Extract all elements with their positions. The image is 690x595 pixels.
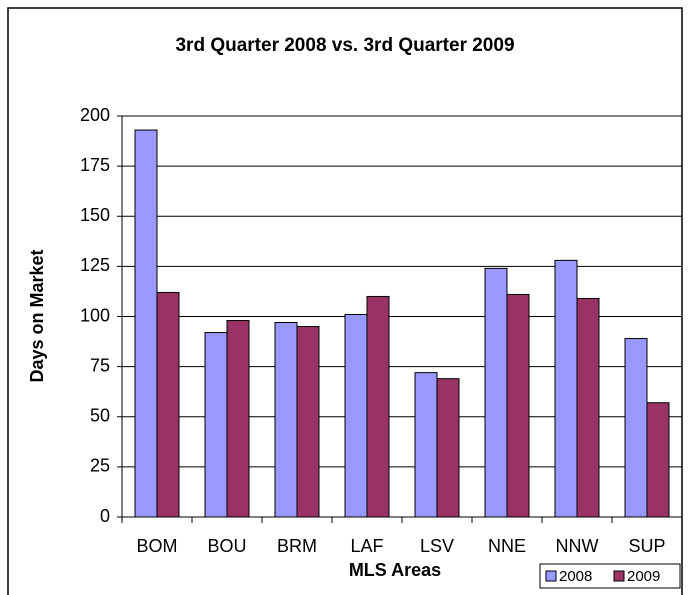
bar [296, 326, 320, 518]
bar [414, 372, 438, 518]
y-tick-label: 25 [90, 456, 110, 476]
bar [576, 297, 600, 518]
x-tick-label: BOM [136, 536, 177, 556]
legend-swatch [545, 570, 557, 582]
bar [134, 129, 158, 518]
bar [204, 332, 228, 518]
y-tick-label: 100 [80, 305, 110, 325]
bar [344, 313, 368, 518]
legend-box [539, 563, 681, 589]
y-tick-label: 200 [80, 105, 110, 125]
bar [436, 378, 460, 518]
bar [484, 267, 508, 518]
legend-swatch [613, 570, 625, 582]
x-tick-label: SUP [628, 536, 665, 556]
bar [506, 293, 530, 518]
bar [554, 259, 578, 518]
y-tick-label: 0 [100, 506, 110, 526]
bar [274, 322, 298, 518]
y-axis-title: Days on Market [27, 249, 47, 382]
chart-title: 3rd Quarter 2008 vs. 3rd Quarter 2009 [175, 35, 514, 56]
bar [156, 291, 180, 518]
legend-label: 2009 [627, 568, 660, 585]
y-tick-label: 50 [90, 406, 110, 426]
bar [366, 295, 390, 518]
bar [646, 402, 670, 518]
y-tick-label: 150 [80, 205, 110, 225]
y-tick-label: 125 [80, 255, 110, 275]
x-tick-label: BRM [277, 536, 317, 556]
x-tick-label: BOU [207, 536, 246, 556]
y-tick-label: 175 [80, 155, 110, 175]
x-tick-label: NNE [488, 536, 526, 556]
legend-label: 2008 [559, 568, 592, 585]
x-tick-label: LAF [350, 536, 383, 556]
y-tick-label: 75 [90, 355, 110, 375]
x-tick-label: LSV [420, 536, 454, 556]
bar [624, 338, 648, 518]
bar [226, 320, 250, 518]
x-axis-title: MLS Areas [349, 560, 441, 580]
x-tick-label: NNW [556, 536, 599, 556]
